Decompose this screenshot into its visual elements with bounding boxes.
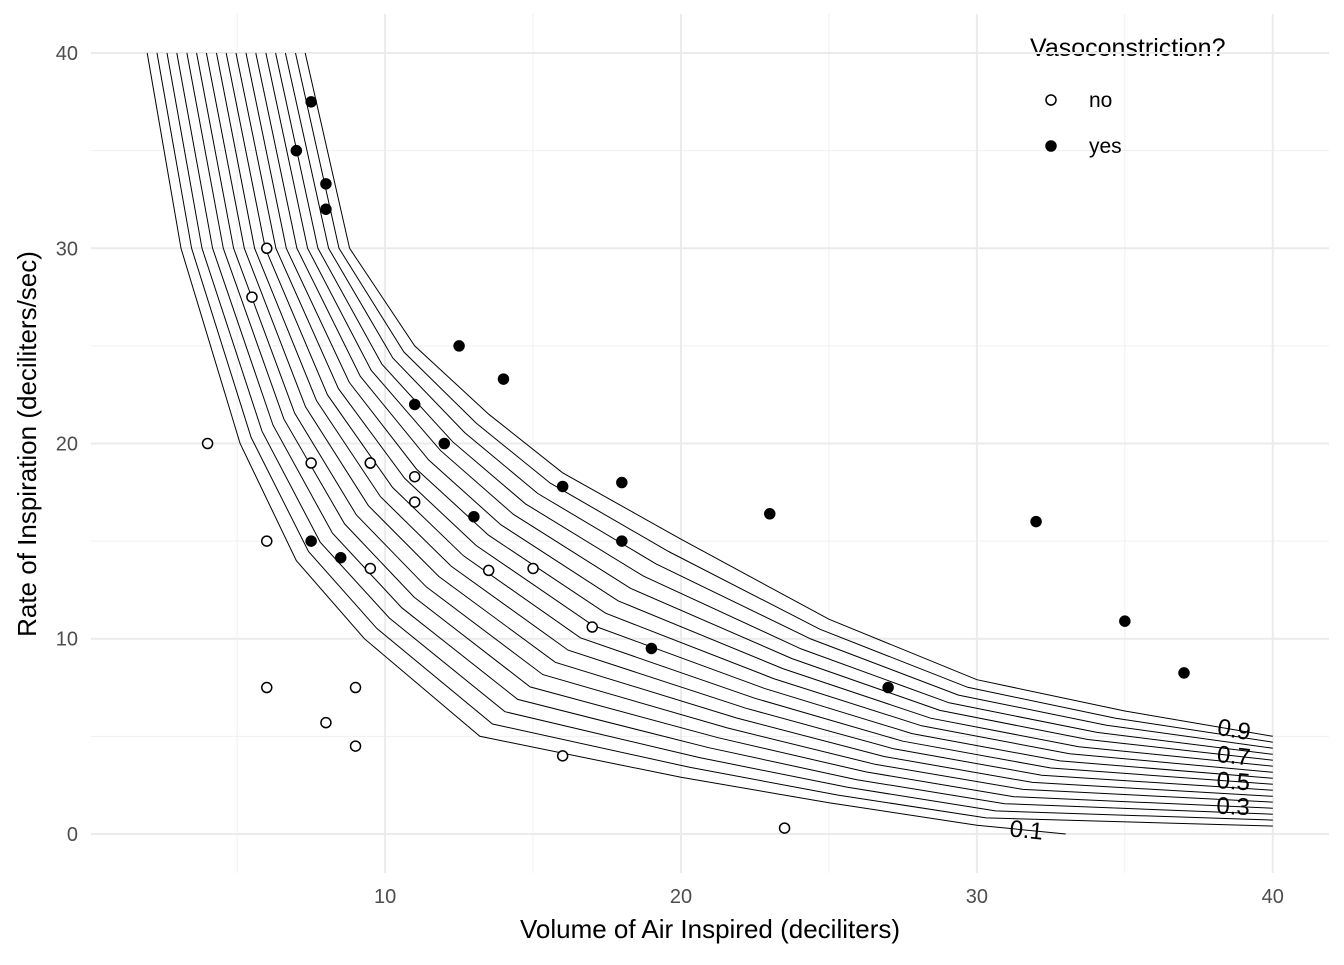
point [349, 740, 362, 752]
point [527, 562, 539, 575]
x-tick-label: 30 [966, 886, 988, 908]
contour-line [255, 52, 1273, 767]
legend-title: Vasoconstriction? [1030, 34, 1225, 62]
x-tick-label: 40 [1262, 886, 1284, 908]
x-axis-title: Volume of Air Inspired (deciliters) [520, 914, 900, 944]
point [320, 178, 332, 190]
point [408, 398, 421, 411]
point [246, 291, 258, 303]
point [261, 242, 273, 255]
point [645, 642, 658, 655]
contour-line [275, 52, 1273, 755]
point [320, 203, 332, 215]
point [468, 510, 480, 523]
point [261, 681, 273, 694]
point [438, 437, 451, 450]
contour-line [216, 52, 1273, 791]
point [556, 750, 569, 762]
contour-label: 0.5 [1216, 767, 1251, 796]
legend-key [1045, 140, 1057, 152]
legend-key [1045, 94, 1057, 106]
legend-label: no [1089, 89, 1112, 112]
point [1030, 515, 1042, 528]
point [349, 681, 362, 694]
grid [91, 14, 1329, 873]
point [364, 457, 377, 469]
point [616, 535, 628, 547]
point [261, 535, 273, 547]
contour-label: 0.7 [1216, 741, 1252, 772]
point [334, 551, 347, 564]
contour-label: 0.1 [1008, 815, 1044, 845]
contour-line [284, 52, 1273, 749]
contour-line [176, 52, 1273, 815]
contour-line [156, 52, 1273, 827]
point [497, 373, 510, 385]
point [453, 340, 465, 352]
point [290, 144, 303, 157]
point [408, 470, 421, 483]
x-tick-label: 10 [374, 886, 396, 908]
point [305, 96, 317, 108]
contour-line [295, 52, 1273, 743]
contour-label: 0.3 [1216, 793, 1251, 821]
point [305, 457, 317, 469]
point [320, 716, 332, 729]
point [764, 508, 776, 520]
y-tick-label: 0 [67, 824, 78, 846]
point [586, 621, 598, 633]
point [408, 496, 421, 508]
point [616, 476, 628, 489]
y-axis-title: Rate of Inspiration (deciliters/sec) [12, 251, 42, 637]
contour-line [265, 52, 1273, 761]
point [201, 437, 214, 450]
point [778, 822, 791, 834]
point [882, 681, 894, 694]
y-tick-label: 30 [56, 238, 78, 260]
y-tick-label: 20 [56, 434, 78, 456]
y-tick-label: 40 [56, 43, 78, 65]
contour-line [146, 52, 1066, 835]
contour-line [186, 52, 1273, 809]
point [482, 564, 495, 577]
point [305, 535, 317, 547]
point [556, 480, 569, 493]
point [364, 562, 377, 575]
contour-line [196, 52, 1273, 803]
contour-line [245, 52, 1273, 773]
contour-line [205, 52, 1273, 797]
contour-line [304, 52, 1273, 737]
contour-line [235, 52, 1273, 779]
contour-line [225, 52, 1273, 785]
legend-label: yes [1089, 135, 1122, 158]
contour-label: 0.9 [1215, 714, 1252, 746]
x-tick-label: 20 [670, 886, 692, 908]
point [1178, 667, 1190, 679]
contour-line [166, 52, 1273, 821]
y-tick-label: 10 [56, 629, 78, 651]
point [1119, 615, 1131, 627]
